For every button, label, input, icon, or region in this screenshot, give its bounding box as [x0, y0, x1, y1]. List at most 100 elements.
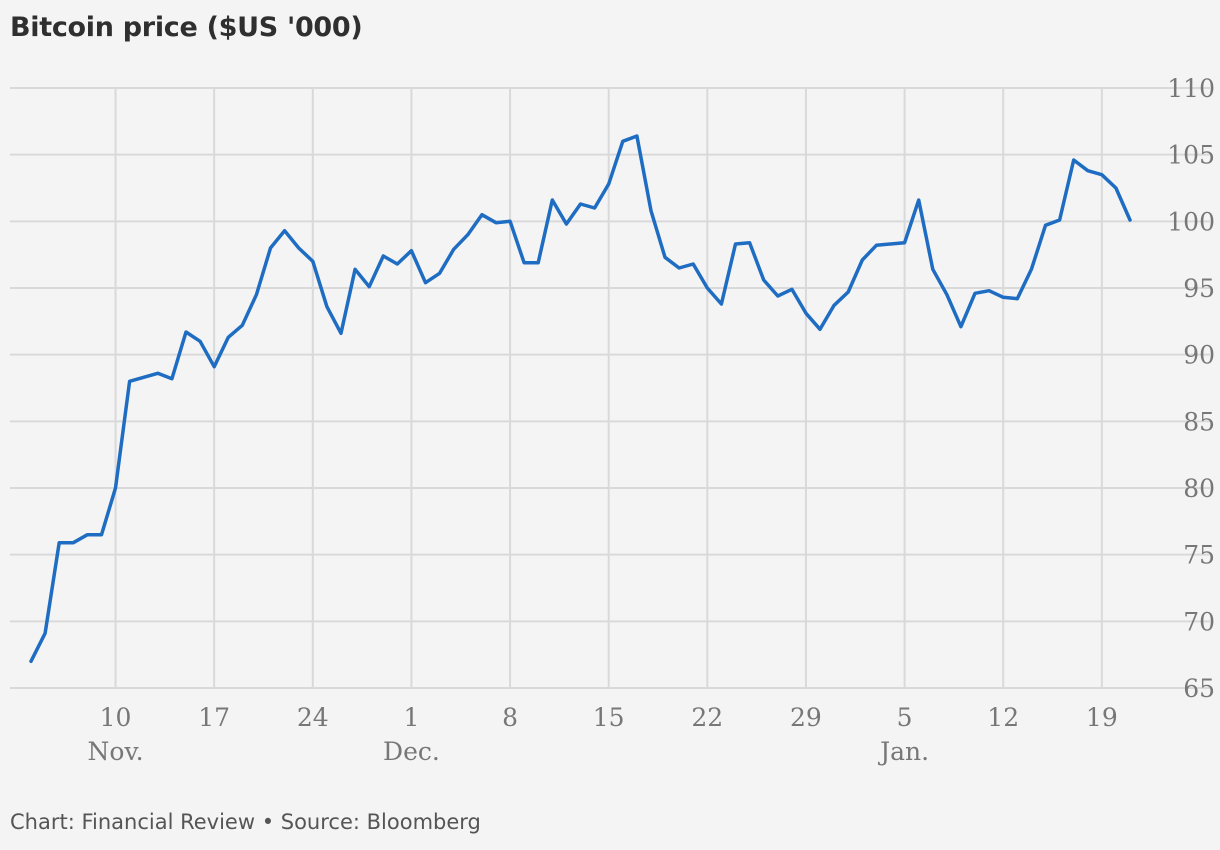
data-point [593, 207, 596, 210]
data-point [762, 279, 765, 282]
data-point [805, 312, 808, 315]
data-point [199, 340, 202, 343]
data-point [227, 336, 230, 339]
x-tick-label: 15 [593, 703, 625, 732]
data-point [30, 660, 33, 663]
data-point [1114, 187, 1117, 190]
y-tick-label: 85 [1183, 407, 1215, 436]
data-point [720, 303, 723, 306]
data-point [1016, 297, 1019, 300]
data-point [875, 244, 878, 247]
data-point [748, 241, 751, 244]
data-point [255, 293, 258, 296]
data-point [368, 285, 371, 288]
data-point [959, 325, 962, 328]
data-point [128, 380, 131, 383]
data-point [706, 287, 709, 290]
chart-title: Bitcoin price ($US '000) [10, 12, 363, 43]
data-point [678, 267, 681, 270]
data-point [241, 324, 244, 327]
data-point [621, 140, 624, 143]
data-point [340, 332, 343, 335]
data-point [354, 268, 357, 271]
data-point [635, 135, 638, 138]
label-layer: 65 70 75 80 85 90 95 100 105 110 10 Nov. 17 24 1 Dec. 8 1… [88, 74, 1215, 766]
data-point [438, 272, 441, 275]
data-point [523, 261, 526, 264]
x-tick-label: 12 [987, 703, 1019, 732]
y-tick-label: 90 [1183, 341, 1215, 370]
x-tick-label: 5 [897, 703, 913, 732]
data-point [283, 229, 286, 232]
data-point [509, 220, 512, 223]
y-tick-label: 65 [1183, 674, 1215, 703]
y-tick-label: 110 [1167, 74, 1215, 103]
data-point [861, 259, 864, 262]
x-tick-label: 17 [198, 703, 230, 732]
data-point [1058, 219, 1061, 222]
data-point [1030, 268, 1033, 271]
data-point [1044, 224, 1047, 227]
data-point [72, 541, 75, 544]
data-point [325, 305, 328, 308]
data-point [1100, 173, 1103, 176]
data-point [1002, 296, 1005, 299]
data-point [185, 331, 188, 334]
data-point [1129, 219, 1132, 222]
data-point [495, 221, 498, 224]
data-point [790, 288, 793, 291]
data-point [650, 209, 653, 212]
data-point [86, 533, 89, 536]
y-tick-label: 95 [1183, 274, 1215, 303]
data-point [537, 261, 540, 264]
data-point [931, 268, 934, 271]
x-month-label: Nov. [88, 737, 144, 766]
series-line-bitcoin-price [29, 134, 1132, 664]
data-point [396, 263, 399, 266]
data-point [58, 541, 61, 544]
data-point [974, 292, 977, 295]
x-tick-label: 8 [502, 703, 518, 732]
data-point [311, 260, 314, 263]
data-point [734, 243, 737, 246]
y-tick-label: 70 [1183, 607, 1215, 636]
data-point [917, 199, 920, 202]
data-point [424, 281, 427, 284]
data-point [142, 376, 145, 379]
data-point [1072, 159, 1075, 162]
y-tick-label: 105 [1167, 141, 1215, 170]
data-point [847, 291, 850, 294]
x-tick-label: 1 [403, 703, 419, 732]
data-point [819, 328, 822, 331]
data-point [945, 293, 948, 296]
data-point [410, 249, 413, 252]
data-point [551, 199, 554, 202]
data-point [776, 295, 779, 298]
data-point [114, 487, 117, 490]
x-tick-label: 24 [297, 703, 329, 732]
x-tick-label: 10 [100, 703, 132, 732]
data-point [466, 233, 469, 236]
data-point [664, 256, 667, 259]
data-point [692, 263, 695, 266]
data-point [565, 223, 568, 226]
data-point [269, 247, 272, 250]
data-point [889, 243, 892, 246]
data-point [156, 372, 159, 375]
data-point [44, 632, 47, 635]
line-layer [29, 134, 1132, 664]
data-point [100, 533, 103, 536]
data-point [297, 247, 300, 250]
x-month-label: Jan. [877, 737, 929, 766]
data-point [382, 255, 385, 258]
y-tick-label: 80 [1183, 474, 1215, 503]
data-point [833, 304, 836, 307]
data-point [579, 203, 582, 206]
y-tick-label: 100 [1167, 207, 1215, 236]
data-point [170, 377, 173, 380]
data-point [452, 248, 455, 251]
x-tick-label: 19 [1086, 703, 1118, 732]
chart-footer: Chart: Financial Review • Source: Bloomb… [10, 810, 481, 834]
data-point [903, 241, 906, 244]
